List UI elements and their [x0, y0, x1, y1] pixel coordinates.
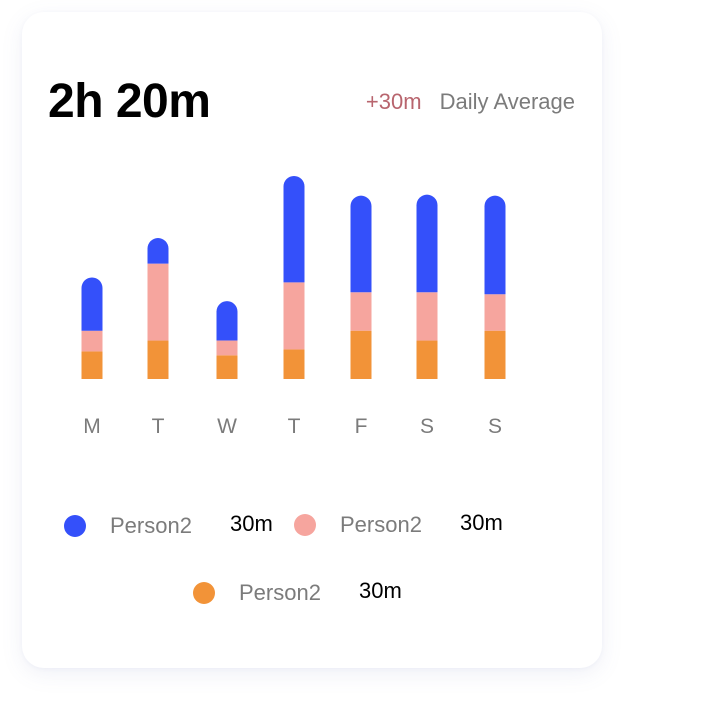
x-tick-label: M: [83, 415, 101, 438]
daily-average: +30m Daily Average: [366, 89, 575, 115]
x-tick-label: F: [355, 415, 368, 438]
bar-segment: [350, 292, 372, 331]
bar-segment: [350, 195, 372, 293]
x-tick-label: T: [152, 415, 165, 438]
bar-segment: [216, 340, 238, 356]
legend-value: 30m: [460, 510, 503, 535]
x-tick-label: S: [420, 415, 434, 438]
bar-segment: [484, 195, 506, 295]
x-tick-label: W: [217, 415, 237, 438]
total-time: 2h 20m: [48, 75, 211, 128]
legend-name: Person2: [239, 580, 321, 605]
bar-segment: [484, 330, 506, 379]
bar-segment: [484, 294, 506, 331]
bar-segment: [81, 351, 103, 379]
bar-segment: [416, 292, 438, 341]
legend-value: 30m: [230, 511, 273, 536]
bar-segment: [216, 355, 238, 379]
bar-segment: [283, 175, 305, 283]
legend-value: 30m: [359, 578, 402, 603]
bar-segment: [283, 349, 305, 379]
bar-segment: [350, 330, 372, 379]
bar-segment: [216, 301, 238, 341]
bar-segment: [283, 282, 305, 350]
legend-dot-icon: [294, 514, 316, 536]
average-label: Daily Average: [439, 89, 575, 114]
average-delta: +30m: [365, 89, 422, 114]
bar-segment: [147, 263, 169, 341]
x-tick-label: S: [488, 415, 502, 438]
legend-dot-icon: [193, 582, 215, 604]
bar-segment: [147, 340, 169, 379]
legend-name: Person2: [110, 513, 192, 538]
legend-dot-icon: [64, 515, 86, 537]
bar-segment: [81, 277, 103, 331]
bar-segment: [81, 330, 103, 352]
bar-segment: [416, 340, 438, 379]
bar-segment: [416, 194, 438, 293]
x-tick-label: T: [288, 415, 301, 438]
bar-segment: [147, 238, 169, 264]
legend-name: Person2: [340, 512, 422, 537]
